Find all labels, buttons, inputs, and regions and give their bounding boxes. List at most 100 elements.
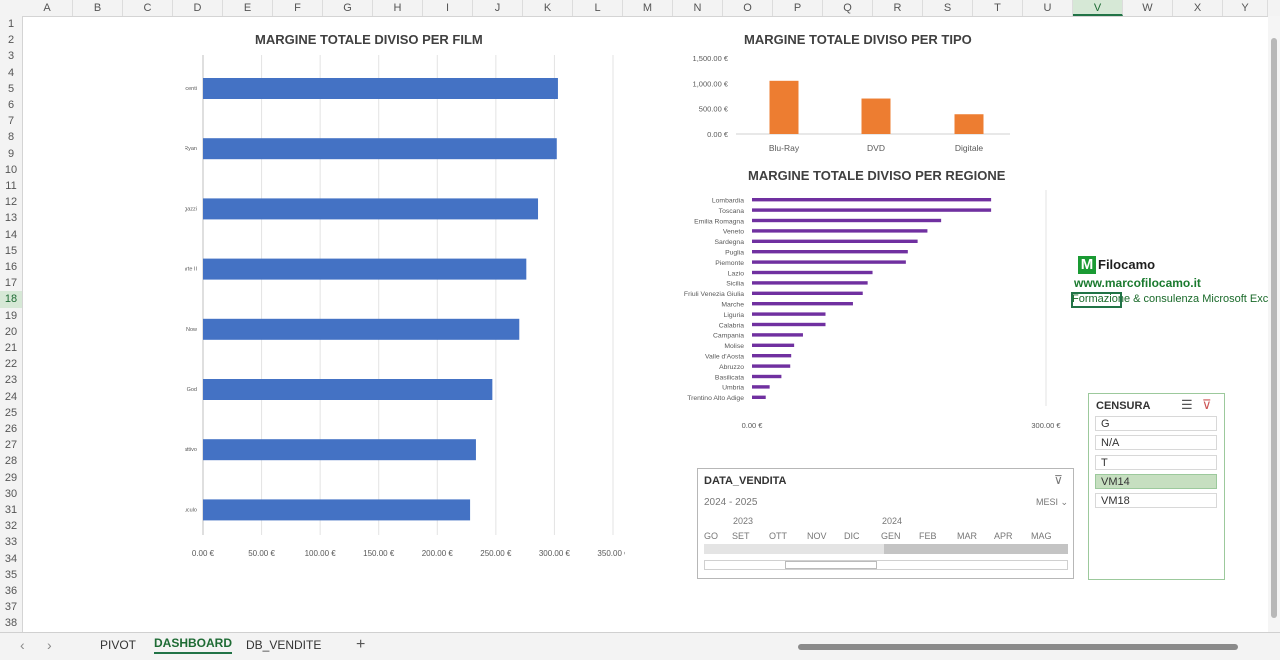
row-header[interactable]: 17	[4, 277, 18, 290]
slicer-censura[interactable]: CENSURA ☰ ⊽ G N/A T VM14 VM18	[1088, 393, 1225, 580]
column-header[interactable]: U	[1023, 0, 1073, 16]
column-header[interactable]: W	[1123, 0, 1173, 16]
row-header[interactable]: 16	[4, 261, 18, 273]
row-header[interactable]: 38	[4, 617, 18, 630]
timeline-month[interactable]: NOV	[807, 531, 827, 541]
row-header[interactable]: 9	[7, 147, 15, 160]
row-header[interactable]: 27	[4, 439, 18, 452]
timeline-level-dropdown[interactable]: MESI ⌄	[1036, 497, 1068, 508]
chart-film[interactable]: 0.00 € 50.00 € 100.00 € 150.00 € 200.00 € 250…	[185, 50, 625, 570]
horizontal-scrollbar[interactable]	[790, 642, 1260, 651]
row-header[interactable]: 11	[5, 180, 17, 192]
timeline-data-vendita[interactable]: DATA_VENDITA ⊽ 2024 - 2025 MESI ⌄ 2023 20…	[697, 468, 1074, 579]
row-header[interactable]: 14	[4, 228, 18, 241]
timeline-month[interactable]: MAR	[957, 531, 977, 541]
row-header[interactable]: 33	[4, 536, 18, 549]
timeline-month[interactable]: SET	[732, 531, 750, 541]
row-header[interactable]: 6	[7, 99, 15, 111]
column-header[interactable]: T	[973, 0, 1023, 16]
column-header[interactable]: H	[373, 0, 423, 16]
timeline-month[interactable]: APR	[994, 531, 1013, 541]
column-header[interactable]: O	[723, 0, 773, 16]
row-header[interactable]: 8	[7, 131, 15, 144]
row-header[interactable]: 2	[7, 34, 15, 47]
row-header[interactable]: 37	[4, 601, 18, 614]
timeline-scroll-thumb[interactable]	[785, 561, 877, 569]
row-header[interactable]: 22	[4, 358, 18, 371]
plus-icon[interactable]: +	[356, 636, 366, 653]
chevron-left-icon[interactable]: ‹	[20, 637, 25, 653]
column-header[interactable]: A	[22, 0, 73, 16]
column-header[interactable]: R	[873, 0, 923, 16]
slicer-item[interactable]: VM14	[1095, 473, 1217, 489]
row-header[interactable]: 21	[4, 342, 18, 354]
column-header[interactable]: F	[273, 0, 323, 16]
column-header[interactable]: X	[1173, 0, 1223, 16]
timeline-month[interactable]: OTT	[769, 531, 787, 541]
timeline-month[interactable]: GEN	[881, 531, 901, 541]
row-header[interactable]: 3	[7, 50, 15, 63]
vertical-scrollbar[interactable]	[1268, 16, 1280, 632]
row-header[interactable]: 24	[4, 390, 18, 403]
slicer-item[interactable]: T	[1095, 454, 1217, 470]
row-header[interactable]: 18	[0, 291, 22, 308]
row-header[interactable]: 32	[4, 520, 18, 533]
slicer-item[interactable]: N/A	[1095, 435, 1217, 451]
chevron-right-icon[interactable]: ›	[47, 637, 52, 653]
column-header[interactable]: V	[1073, 0, 1123, 16]
vertical-scroll-thumb[interactable]	[1271, 38, 1277, 618]
row-header[interactable]: 5	[7, 82, 15, 95]
column-header[interactable]: N	[673, 0, 723, 16]
column-header[interactable]: B	[73, 0, 123, 16]
row-header[interactable]: 15	[4, 244, 18, 257]
clear-filter-icon[interactable]: ⊽	[1202, 397, 1212, 412]
timeline-month[interactable]: DIC	[844, 531, 860, 541]
row-header[interactable]: 34	[4, 552, 18, 565]
row-header[interactable]: 13	[4, 212, 18, 225]
sheet-tab-db_vendite[interactable]: DB_VENDITE	[246, 638, 322, 652]
timeline-selection[interactable]	[884, 544, 1068, 554]
column-header[interactable]: M	[623, 0, 673, 16]
horizontal-scroll-thumb[interactable]	[798, 644, 1238, 650]
row-header[interactable]: 23	[4, 374, 18, 387]
column-header[interactable]: D	[173, 0, 223, 16]
chart-tipo[interactable]: 0.00 € 500.00 € 1,000.00 € 1,500.00 € Blu-Ra…	[680, 48, 1010, 158]
slicer-item[interactable]: VM18	[1095, 493, 1217, 509]
row-header[interactable]: 7	[7, 115, 15, 128]
column-header[interactable]: P	[773, 0, 823, 16]
row-header[interactable]: 35	[4, 568, 18, 581]
chart-regione[interactable]: Lombardia Toscana Emilia Romagna Veneto Sard…	[670, 188, 1070, 438]
multi-select-icon[interactable]: ☰	[1181, 397, 1193, 412]
timeline-scrollbar[interactable]	[704, 560, 1068, 570]
row-header[interactable]: 19	[4, 309, 18, 322]
timeline-month[interactable]: GO	[704, 531, 719, 541]
clear-filter-icon[interactable]: ⊽	[1054, 473, 1063, 487]
row-header[interactable]: 29	[4, 471, 18, 484]
row-header[interactable]: 1	[7, 18, 15, 30]
column-header[interactable]: Q	[823, 0, 873, 16]
row-header[interactable]: 26	[4, 423, 18, 435]
row-header[interactable]: 12	[4, 196, 18, 209]
column-header[interactable]: K	[523, 0, 573, 16]
column-header[interactable]: Y	[1223, 0, 1268, 16]
timeline-month[interactable]: FEB	[919, 531, 937, 541]
selected-cell-frame[interactable]	[1071, 292, 1122, 308]
slicer-item[interactable]: G	[1095, 416, 1217, 431]
row-header[interactable]: 4	[7, 66, 15, 79]
column-header[interactable]: E	[223, 0, 273, 16]
column-header[interactable]: G	[323, 0, 373, 16]
row-header[interactable]: 20	[4, 325, 18, 338]
column-header[interactable]: I	[423, 0, 473, 16]
row-header[interactable]: 25	[4, 406, 18, 419]
column-header[interactable]: J	[473, 0, 523, 16]
row-header[interactable]: 30	[4, 487, 18, 500]
row-header[interactable]: 36	[4, 585, 18, 597]
timeline-month[interactable]: MAG	[1031, 531, 1052, 541]
sheet-tab-pivot[interactable]: PIVOT	[100, 638, 137, 652]
column-header[interactable]: C	[123, 0, 173, 16]
logo-url[interactable]: www.marcofilocamo.it	[1074, 276, 1201, 290]
column-header[interactable]: S	[923, 0, 973, 16]
row-header[interactable]: 31	[4, 504, 18, 516]
row-header[interactable]: 10	[4, 163, 18, 176]
sheet-tab-dashboard[interactable]: DASHBOARD	[154, 636, 232, 654]
